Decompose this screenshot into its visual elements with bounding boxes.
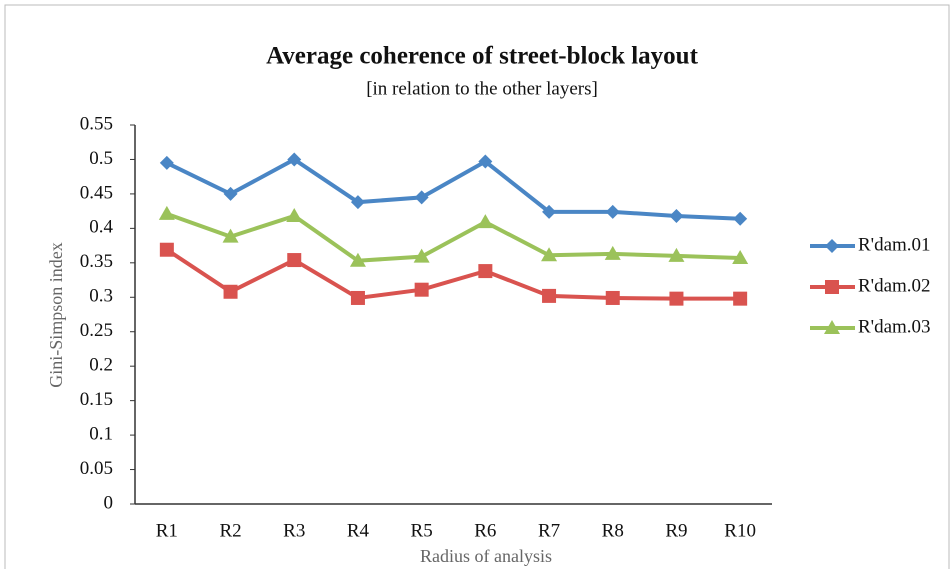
y-tick-label: 0.05 [80,458,113,479]
legend-marker [824,320,840,334]
chart-frame [4,4,950,569]
legend-label: R'dam.02 [858,275,931,296]
x-tick-label: R7 [538,520,560,541]
data-point [604,245,621,260]
data-point [478,154,493,169]
legend-marker [825,239,839,253]
y-tick-label: 0.4 [89,217,113,238]
data-point [605,290,620,305]
data-point [350,290,365,305]
data-point [349,252,366,267]
data-point [158,205,175,220]
data-point [159,155,174,170]
data-point [733,291,748,306]
data-point [223,186,238,201]
x-axis-label: Radius of analysis [420,546,552,566]
data-point [222,228,239,243]
data-point [542,288,557,303]
y-tick-label: 0.15 [80,389,113,410]
y-tick-label: 0.3 [89,286,113,307]
x-tick-label: R4 [347,520,370,541]
x-tick-label: R6 [474,520,496,541]
data-point [287,152,302,167]
y-axis-label: Gini-Simpson index [46,242,66,388]
data-point [350,195,365,210]
y-tick-label: 0.35 [80,251,113,272]
data-point [541,247,558,262]
legend-label: R'dam.03 [858,316,931,337]
data-point [668,247,685,262]
data-point [733,211,748,226]
data-point [223,284,238,299]
y-tick-label: 0.55 [80,113,113,134]
data-point [413,248,430,263]
y-tick-label: 0.45 [80,182,113,203]
legend-marker [825,280,839,294]
x-tick-label: R5 [411,520,433,541]
data-point [605,204,620,219]
y-tick-label: 0.25 [80,320,113,341]
x-tick-label: R8 [602,520,624,541]
data-point [478,264,493,279]
x-tick-label: R1 [156,520,178,541]
chart-title: Average coherence of street-block layout [266,43,698,70]
data-point [732,249,749,264]
y-tick-label: 0 [104,492,114,513]
chart-subtitle: [in relation to the other layers] [366,78,598,99]
data-point [287,253,302,268]
data-point [669,291,684,306]
data-point [159,242,174,257]
y-tick-label: 0.2 [89,355,113,376]
data-point [542,204,557,219]
series-line [165,157,741,221]
data-point [477,214,494,229]
data-point [414,282,429,297]
x-tick-label: R2 [219,520,241,541]
series-line [166,212,741,263]
data-point [414,190,429,205]
x-tick-label: R10 [724,520,756,541]
series-line [165,248,741,301]
x-tick-label: R3 [283,520,305,541]
data-point [286,207,303,222]
y-tick-label: 0.1 [89,423,113,444]
x-tick-label: R9 [665,520,687,541]
data-point [669,208,684,223]
y-tick-label: 0.5 [89,148,113,169]
legend-label: R'dam.01 [858,234,931,255]
